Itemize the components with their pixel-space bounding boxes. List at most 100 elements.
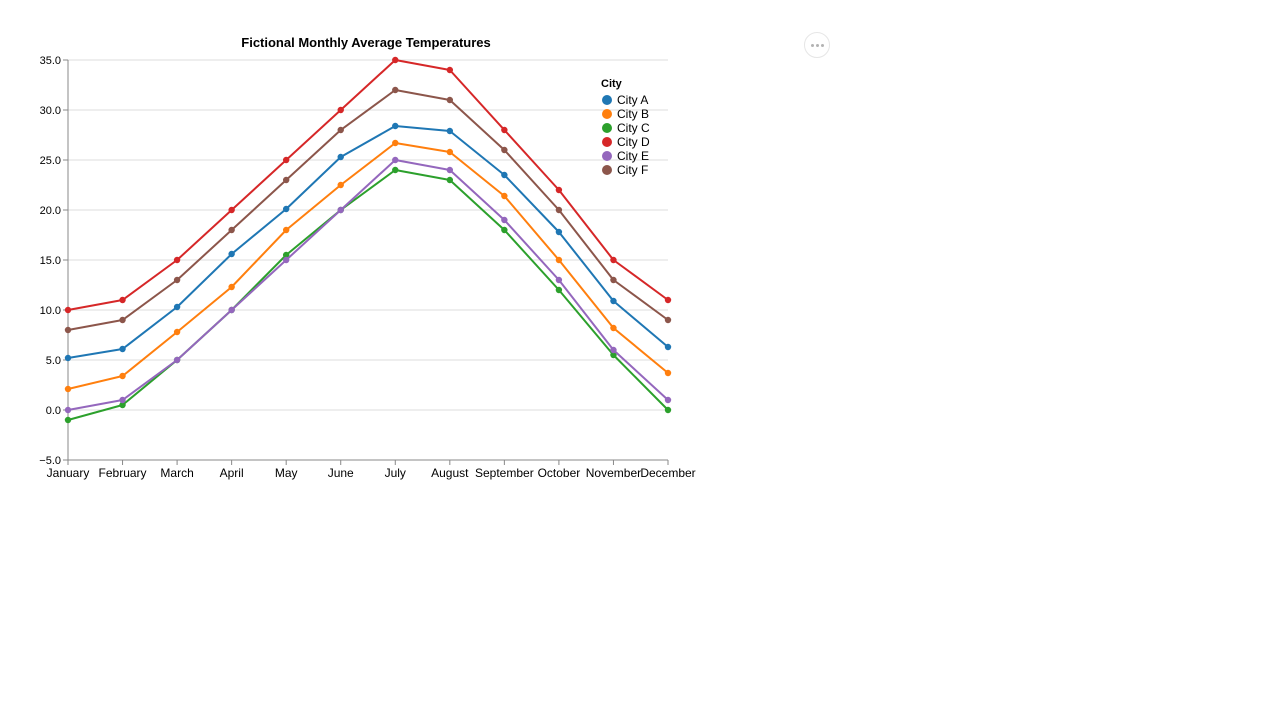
series-line [67, 125, 669, 359]
legend-symbol [602, 95, 612, 105]
data-point [555, 256, 563, 264]
chart-title: Fictional Monthly Average Temperatures [241, 35, 490, 50]
data-point [64, 326, 72, 334]
more-horizontal-icon-dot [820, 43, 824, 47]
x-tick-label: February [99, 466, 147, 480]
data-point [501, 126, 508, 134]
series-line [67, 59, 669, 311]
x-tick-label: September [475, 466, 534, 480]
y-tick-label: 35.0 [40, 55, 61, 67]
data-point [282, 226, 290, 234]
data-point [446, 148, 454, 156]
series-group [64, 56, 672, 424]
data-point [64, 354, 72, 362]
legend-label: City D [617, 135, 650, 149]
y-tick-label: 25.0 [40, 155, 61, 167]
data-point [228, 206, 235, 214]
data-point [555, 286, 563, 294]
more-actions-button[interactable] [804, 32, 830, 58]
x-tick-label: October [538, 466, 581, 480]
axes: −5.0 0.0 5.0 10.0 15.0 20.0 25.0 30.0 35.0 Januar… [39, 55, 695, 480]
data-point [501, 146, 508, 154]
data-point [555, 228, 563, 236]
data-point [610, 256, 617, 264]
x-tick-label: June [328, 466, 354, 480]
data-point [501, 171, 508, 179]
legend-label: City E [617, 149, 649, 163]
data-point [64, 306, 72, 314]
data-point [282, 205, 290, 213]
y-tick-label: −5.0 [39, 455, 61, 467]
legend-label: City C [617, 121, 650, 135]
data-point [664, 316, 672, 324]
data-point [64, 406, 72, 414]
data-point [228, 283, 235, 291]
series-city-f [64, 86, 672, 334]
data-point [173, 256, 181, 264]
y-tick-label: 20.0 [40, 205, 61, 217]
data-point [173, 276, 181, 284]
data-point [119, 316, 126, 324]
x-tick-label: April [220, 466, 244, 480]
x-tick-label: March [160, 466, 193, 480]
data-point [337, 126, 344, 134]
y-tick-label: 15.0 [40, 255, 61, 267]
x-tick-label: November [586, 466, 641, 480]
data-point [64, 385, 72, 393]
data-point [664, 369, 672, 377]
data-point [282, 176, 290, 184]
data-point [337, 181, 344, 189]
data-point [392, 56, 399, 64]
data-point [610, 346, 617, 354]
data-point [282, 156, 290, 164]
data-point [173, 356, 181, 364]
data-point [119, 296, 126, 304]
data-point [228, 226, 235, 234]
series-line [67, 89, 669, 331]
data-point [664, 296, 672, 304]
series-line [67, 159, 669, 411]
data-point [119, 345, 126, 353]
data-point [282, 251, 290, 259]
legend-label: City B [617, 107, 649, 121]
data-point [173, 303, 181, 311]
legend-label: City A [617, 93, 648, 107]
x-tick-label: January [47, 466, 90, 480]
data-point [446, 127, 454, 135]
data-point [392, 166, 399, 174]
legend-symbol [602, 137, 612, 147]
data-point [228, 306, 235, 314]
data-point [282, 256, 290, 264]
data-point [664, 396, 672, 404]
data-point [555, 186, 563, 194]
data-point [337, 106, 344, 114]
data-point [501, 216, 508, 224]
data-point [337, 206, 344, 214]
data-point [501, 192, 508, 200]
more-horizontal-icon-dot [815, 43, 819, 47]
legend-symbol [602, 165, 612, 175]
legend-symbol [602, 151, 612, 161]
legend-symbol [602, 109, 612, 119]
data-point [610, 276, 617, 284]
series-city-a [64, 122, 672, 362]
data-point [610, 297, 617, 305]
x-tick-label: July [385, 466, 406, 480]
series-line [67, 142, 669, 390]
data-point [337, 153, 344, 161]
data-point [392, 122, 399, 130]
x-tick-label: May [275, 466, 298, 480]
legend-symbol [602, 123, 612, 133]
data-point [392, 139, 399, 147]
data-point [228, 250, 235, 258]
data-point [664, 343, 672, 351]
data-point [446, 66, 454, 74]
gridlines [68, 59, 668, 461]
data-point [555, 276, 563, 284]
data-point [446, 176, 454, 184]
data-point [392, 156, 399, 164]
data-point [119, 401, 126, 409]
data-point [501, 226, 508, 234]
